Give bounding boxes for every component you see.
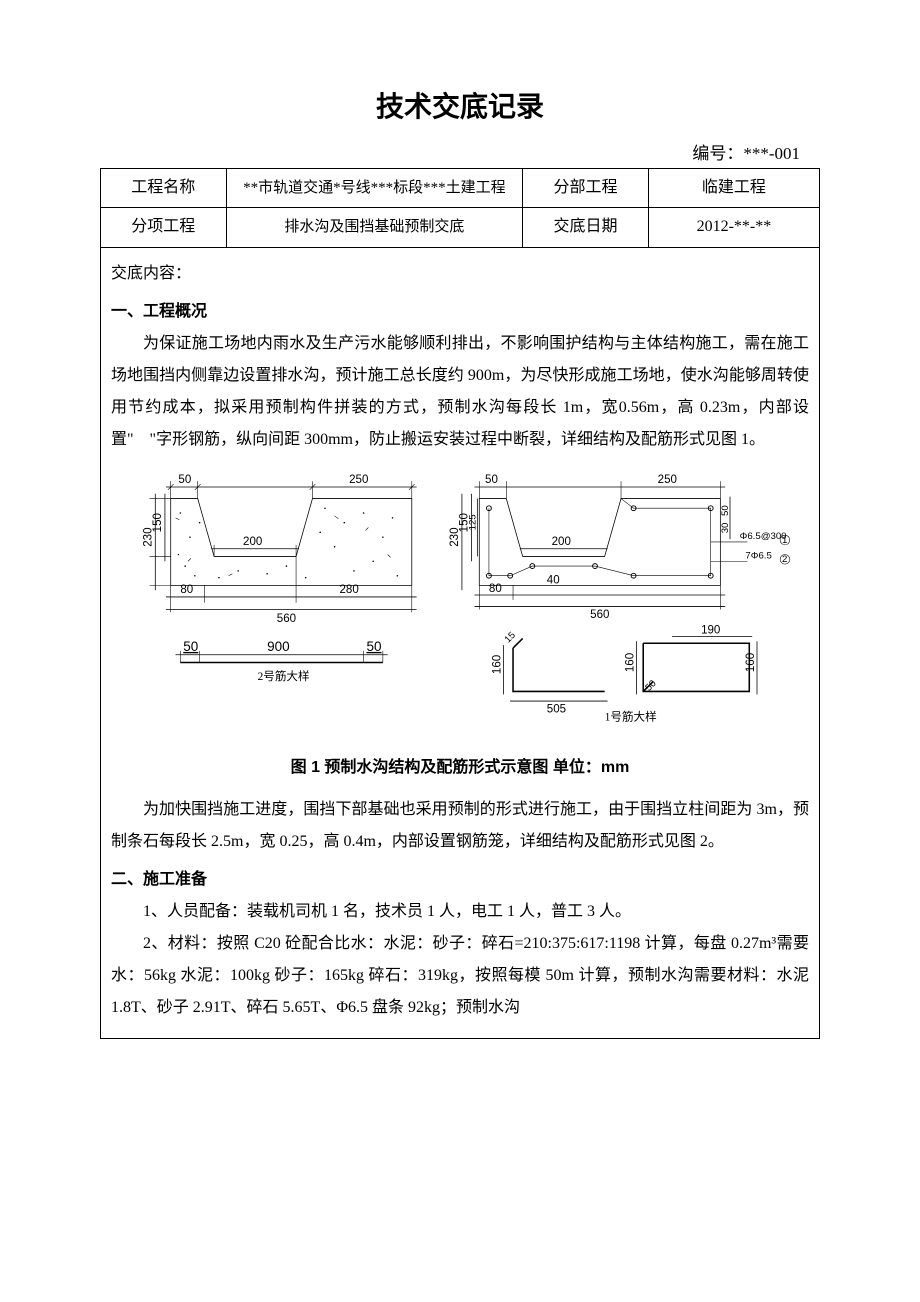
dim-text: 160 — [625, 653, 637, 672]
rebar-label: 7Φ6.5 — [745, 550, 771, 561]
rebar-num: 1 — [782, 535, 787, 546]
dim-text: 150 — [152, 513, 164, 532]
section1-p2: 为加快围挡施工进度，围挡下部基础也采用预制的形式进行施工，由于围挡立柱间距为 3… — [111, 794, 809, 858]
dim-text: 560 — [277, 613, 296, 625]
doc-no-value: ***-001 — [743, 144, 800, 163]
dim-text: 30 — [720, 522, 731, 533]
dim-text: 560 — [590, 609, 609, 621]
fig-sub-caption: 2号筋大样 — [258, 669, 310, 683]
dim-text: 160 — [492, 655, 504, 674]
dim-text: 40 — [547, 574, 560, 586]
dim-text: 15 — [503, 630, 518, 645]
dim-text: 200 — [243, 536, 262, 548]
dim-text: 80 — [180, 584, 193, 596]
fig-sub-caption: 1号筋大样 — [605, 709, 657, 723]
date-label: 交底日期 — [523, 208, 649, 247]
dim-text: 250 — [349, 474, 368, 486]
subitem-label: 分项工程 — [101, 208, 227, 247]
section-label: 分部工程 — [523, 169, 649, 208]
table-row: 工程名称 **市轨道交通*号线***标段***土建工程 分部工程 临建工程 — [101, 169, 820, 208]
dim-text: 50 — [366, 639, 381, 654]
subitem-value: 排水沟及围挡基础预制交底 — [226, 208, 523, 247]
section2-p1: 1、人员配备：装载机司机 1 名，技术员 1 人，电工 1 人，普工 3 人。 — [111, 896, 809, 928]
section1-p1: 为保证施工场地内雨水及生产污水能够顺利排出，不影响围护结构与主体结构施工，需在施… — [111, 328, 809, 456]
figure-1: 50 250 200 230 150 80 280 560 — [111, 460, 809, 742]
dim-text: 50 — [720, 505, 731, 516]
date-value: 2012-**-** — [648, 208, 819, 247]
doc-no-label: 编号： — [692, 144, 743, 163]
content-label: 交底内容： — [111, 258, 809, 290]
doc-title: 技术交底记录 — [100, 85, 820, 125]
dim-text: 200 — [552, 536, 571, 548]
dim-text: 900 — [267, 639, 290, 654]
dim-text: 505 — [547, 703, 566, 715]
dim-text: 250 — [658, 474, 677, 486]
header-table: 工程名称 **市轨道交通*号线***标段***土建工程 分部工程 临建工程 分项… — [100, 168, 820, 248]
content-box: 交底内容： 一、工程概况 为保证施工场地内雨水及生产污水能够顺利排出，不影响围护… — [100, 248, 820, 1039]
dim-text: 160 — [745, 653, 757, 672]
dim-text: 280 — [339, 584, 358, 596]
rebar-num: 2 — [782, 554, 787, 565]
dim-text: 80 — [489, 583, 502, 595]
section-value: 临建工程 — [648, 169, 819, 208]
section2-p2: 2、材料：按照 C20 砼配合比水：水泥：砂子：碎石=210:375:617:1… — [111, 928, 809, 1024]
doc-number: 编号：***-001 — [100, 139, 820, 164]
project-name-label: 工程名称 — [101, 169, 227, 208]
dim-text: 50 — [183, 639, 198, 654]
figure-svg: 50 250 200 230 150 80 280 560 — [111, 460, 809, 730]
project-name: **市轨道交通*号线***标段***土建工程 — [226, 169, 523, 208]
section2-head: 二、施工准备 — [111, 864, 809, 896]
dim-text: 50 — [485, 474, 498, 486]
figure1-caption: 图 1 预制水沟结构及配筋形式示意图 单位：mm — [111, 752, 809, 784]
rebar-label: Φ6.5@300 — [740, 531, 787, 542]
dim-text: 190 — [701, 624, 720, 636]
section1-head: 一、工程概况 — [111, 296, 809, 328]
dim-text: 125 — [467, 514, 478, 530]
dim-text: 50 — [178, 474, 191, 486]
table-row: 分项工程 排水沟及围挡基础预制交底 交底日期 2012-**-** — [101, 208, 820, 247]
